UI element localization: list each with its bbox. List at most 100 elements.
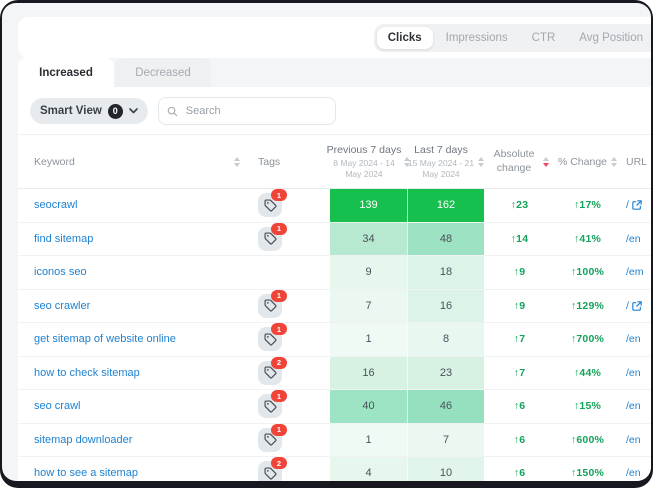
tag-count-badge: 1 <box>271 423 287 436</box>
last-clicks-cell: 18 <box>407 256 484 289</box>
absolute-change-value: ↑9 <box>513 299 526 312</box>
tag-icon <box>263 400 276 413</box>
tags-cell: 2 <box>250 356 330 390</box>
url-link[interactable]: /en <box>626 366 641 379</box>
url-link[interactable]: /en <box>626 433 641 446</box>
pct-change-value: ↑100% <box>570 266 605 279</box>
url-link[interactable]: /en <box>626 232 641 245</box>
external-link-icon <box>632 301 642 311</box>
table-row: seo crawl 1 40 46 ↑6 ↑15% /en <box>18 390 651 424</box>
tag-chip[interactable]: 2 <box>258 356 287 385</box>
table-row: find sitemap 1 34 48 ↑14 ↑41% /en <box>18 222 651 256</box>
tags-cell: 1 <box>250 423 330 457</box>
sort-icon-last[interactable] <box>478 156 484 167</box>
table-body: seocrawl 1 139 162 ↑23 ↑17% / find sitemap 1 34 48… <box>18 189 651 481</box>
keyword-link[interactable]: seocrawl <box>34 199 78 212</box>
table-row: seo crawler 1 7 16 ↑9 ↑129% / <box>18 289 651 323</box>
keyword-link[interactable]: seo crawl <box>34 400 81 413</box>
keyword-link[interactable]: how to see a sitemap <box>34 467 138 480</box>
smart-view-dropdown[interactable]: Smart View 0 <box>30 98 148 124</box>
tag-chip[interactable]: 1 <box>258 323 287 352</box>
tab-increased[interactable]: Increased <box>18 58 114 87</box>
previous-date-range: 8 May 2024 - 14 May 2024 <box>333 157 395 179</box>
tag-count-badge: 2 <box>271 356 287 369</box>
tag-chip[interactable]: 1 <box>258 390 287 419</box>
tags-cell: 1 <box>250 189 330 222</box>
chevron-down-icon <box>128 108 138 114</box>
metric-tab-avg-position[interactable]: Avg Position <box>579 31 643 44</box>
col-header-tags: Tags <box>258 155 281 168</box>
previous-clicks-cell: 4 <box>330 457 407 481</box>
tag-icon <box>263 366 276 379</box>
table-row: how to see a sitemap 2 4 10 ↑6 ↑150% /en <box>18 457 651 481</box>
previous-clicks-cell: 16 <box>330 356 407 389</box>
tag-count-badge: 1 <box>271 323 287 336</box>
previous-clicks-cell: 1 <box>330 323 407 356</box>
tags-cell: 1 <box>250 390 330 423</box>
tag-count-badge: 1 <box>271 189 287 202</box>
last-clicks-cell: 46 <box>407 390 484 423</box>
previous-clicks-cell: 7 <box>330 289 407 322</box>
col-header-url: URL <box>626 155 648 168</box>
sort-icon-pct-change[interactable] <box>611 156 618 167</box>
absolute-change-value: ↑14 <box>510 232 529 245</box>
search-icon <box>167 106 178 116</box>
tag-chip[interactable]: 1 <box>258 423 287 452</box>
last-date-range: 15 May 2024 - 21 May 2024 <box>407 157 475 179</box>
tag-icon <box>263 467 276 480</box>
sort-icon-previous[interactable] <box>404 156 411 167</box>
tag-chip[interactable]: 1 <box>258 222 287 251</box>
url-link[interactable]: / <box>620 189 651 222</box>
last-clicks-cell: 10 <box>407 457 484 481</box>
pct-change-value: ↑150% <box>570 467 605 480</box>
pct-change-value: ↑600% <box>570 433 605 446</box>
pct-change-value: ↑17% <box>573 199 602 212</box>
url-link[interactable]: /en <box>626 333 641 346</box>
search-input[interactable] <box>183 104 327 118</box>
url-link[interactable]: /en <box>626 400 641 413</box>
last-clicks-cell: 162 <box>407 189 484 222</box>
keyword-link[interactable]: iconos seo <box>34 266 87 279</box>
metric-tab-impressions[interactable]: Impressions <box>445 31 508 44</box>
table-row: get sitemap of website online 1 1 8 ↑7 ↑700% /… <box>18 323 651 357</box>
previous-clicks-cell: 1 <box>330 423 407 456</box>
keyword-link[interactable]: seo crawler <box>34 299 91 312</box>
url-link[interactable]: /em <box>626 266 644 279</box>
tags-cell: 1 <box>250 323 330 356</box>
pct-change-value: ↑41% <box>573 232 602 245</box>
smart-view-count-badge: 0 <box>107 103 123 119</box>
absolute-change-value: ↑6 <box>513 467 526 480</box>
pct-change-value: ↑15% <box>573 400 602 413</box>
pct-change-value: ↑44% <box>573 366 602 379</box>
keyword-link[interactable]: find sitemap <box>34 232 94 245</box>
keyword-link[interactable]: sitemap downloader <box>34 433 133 446</box>
last-clicks-cell: 48 <box>407 222 484 255</box>
keyword-link[interactable]: how to check sitemap <box>34 366 140 379</box>
metric-tab-ctr[interactable]: CTR <box>531 31 556 44</box>
tags-cell: 1 <box>250 289 330 323</box>
tag-chip[interactable]: 1 <box>258 289 287 318</box>
url-link[interactable]: / <box>620 290 651 323</box>
previous-clicks-cell: 9 <box>330 256 407 289</box>
absolute-change-value: ↑9 <box>513 266 526 279</box>
sort-icon-keyword[interactable] <box>234 156 240 167</box>
url-link[interactable]: /en <box>626 467 641 480</box>
absolute-change-value: ↑7 <box>513 333 526 346</box>
previous-clicks-cell: 40 <box>330 390 407 423</box>
tab-decreased[interactable]: Decreased <box>115 58 211 87</box>
metric-tab-clicks[interactable]: Clicks <box>376 26 433 49</box>
tag-chip[interactable]: 1 <box>258 189 287 218</box>
previous-clicks-cell: 139 <box>330 189 407 222</box>
tag-icon <box>263 232 276 245</box>
tag-icon <box>263 299 276 312</box>
search-box <box>157 97 336 125</box>
last-clicks-cell: 8 <box>407 323 484 356</box>
absolute-change-value: ↑6 <box>513 433 526 446</box>
table-header: Keyword Tags Previous 7 days 8 May 2024 … <box>18 134 651 189</box>
previous-clicks-cell: 34 <box>330 222 407 255</box>
table-row: iconos seo 9 18 ↑9 ↑100% /em <box>18 256 651 290</box>
tag-chip[interactable]: 2 <box>258 457 287 481</box>
keyword-link[interactable]: get sitemap of website online <box>34 333 176 346</box>
sort-icon-absolute-change[interactable] <box>543 156 549 167</box>
